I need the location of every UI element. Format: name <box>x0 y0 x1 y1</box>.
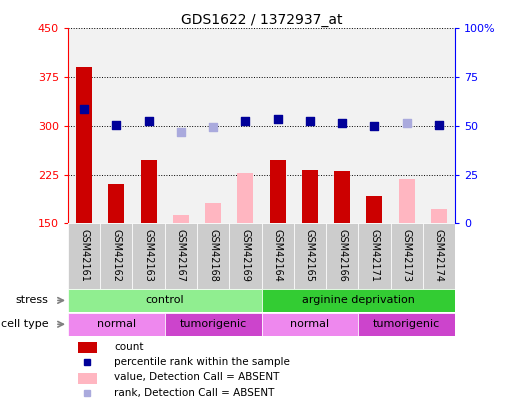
Bar <box>326 224 358 288</box>
Text: cell type: cell type <box>1 319 49 329</box>
Bar <box>294 224 326 288</box>
Bar <box>269 160 286 224</box>
Bar <box>391 224 423 288</box>
Bar <box>100 28 132 224</box>
Text: GSM42161: GSM42161 <box>79 229 89 281</box>
Bar <box>229 224 262 288</box>
Text: count: count <box>115 342 144 352</box>
Text: normal: normal <box>97 319 136 329</box>
Bar <box>100 224 132 288</box>
Bar <box>262 28 294 224</box>
Bar <box>76 67 92 224</box>
Bar <box>326 28 358 224</box>
Bar <box>205 202 221 224</box>
Bar <box>391 28 423 224</box>
Point <box>177 129 185 136</box>
Bar <box>302 170 318 224</box>
Text: GSM42167: GSM42167 <box>176 229 186 281</box>
Text: percentile rank within the sample: percentile rank within the sample <box>115 357 290 367</box>
Text: GSM42169: GSM42169 <box>241 229 251 281</box>
Point <box>274 116 282 123</box>
Point <box>370 123 379 129</box>
Text: arginine deprivation: arginine deprivation <box>302 295 415 305</box>
Bar <box>334 171 350 224</box>
Text: control: control <box>145 295 184 305</box>
Text: value, Detection Call = ABSENT: value, Detection Call = ABSENT <box>115 373 280 382</box>
Point <box>80 106 88 112</box>
Text: normal: normal <box>290 319 329 329</box>
Bar <box>78 373 97 384</box>
Bar <box>132 28 165 224</box>
Text: GSM42163: GSM42163 <box>144 229 154 281</box>
Point <box>403 120 411 126</box>
Bar <box>108 184 124 224</box>
Bar <box>423 224 455 288</box>
Bar <box>173 215 189 224</box>
Bar <box>165 224 197 288</box>
Bar <box>262 289 455 312</box>
Text: stress: stress <box>16 295 49 305</box>
Bar <box>262 313 358 336</box>
Text: tumorigenic: tumorigenic <box>179 319 247 329</box>
Text: GSM42171: GSM42171 <box>369 229 379 281</box>
Text: GSM42174: GSM42174 <box>434 229 444 281</box>
Point <box>305 118 314 125</box>
Point <box>209 124 218 130</box>
Title: GDS1622 / 1372937_at: GDS1622 / 1372937_at <box>181 13 342 27</box>
Bar <box>68 313 165 336</box>
Text: rank, Detection Call = ABSENT: rank, Detection Call = ABSENT <box>115 388 275 398</box>
Bar <box>165 313 262 336</box>
Bar <box>358 313 455 336</box>
Text: tumorigenic: tumorigenic <box>373 319 440 329</box>
Bar <box>423 28 455 224</box>
Text: GSM42173: GSM42173 <box>402 229 412 281</box>
Point <box>144 117 153 124</box>
Bar <box>366 196 382 224</box>
Bar <box>197 224 229 288</box>
Point <box>435 122 443 128</box>
Bar <box>68 289 262 312</box>
Bar <box>78 342 97 353</box>
Bar <box>165 28 197 224</box>
Bar <box>68 28 100 224</box>
Bar <box>358 28 391 224</box>
Bar <box>399 179 415 224</box>
Bar <box>229 28 262 224</box>
Text: GSM42162: GSM42162 <box>111 229 121 281</box>
Point <box>338 120 346 126</box>
Bar <box>132 224 165 288</box>
Text: GSM42165: GSM42165 <box>305 229 315 281</box>
Bar <box>262 224 294 288</box>
Bar <box>358 224 391 288</box>
Bar <box>237 173 254 224</box>
Bar <box>294 28 326 224</box>
Point <box>241 117 249 124</box>
Text: GSM42166: GSM42166 <box>337 229 347 281</box>
Text: GSM42168: GSM42168 <box>208 229 218 281</box>
Point <box>112 122 120 128</box>
Text: GSM42164: GSM42164 <box>272 229 282 281</box>
Bar <box>197 28 229 224</box>
Bar <box>431 209 447 224</box>
Bar <box>68 224 100 288</box>
Bar <box>141 160 157 224</box>
